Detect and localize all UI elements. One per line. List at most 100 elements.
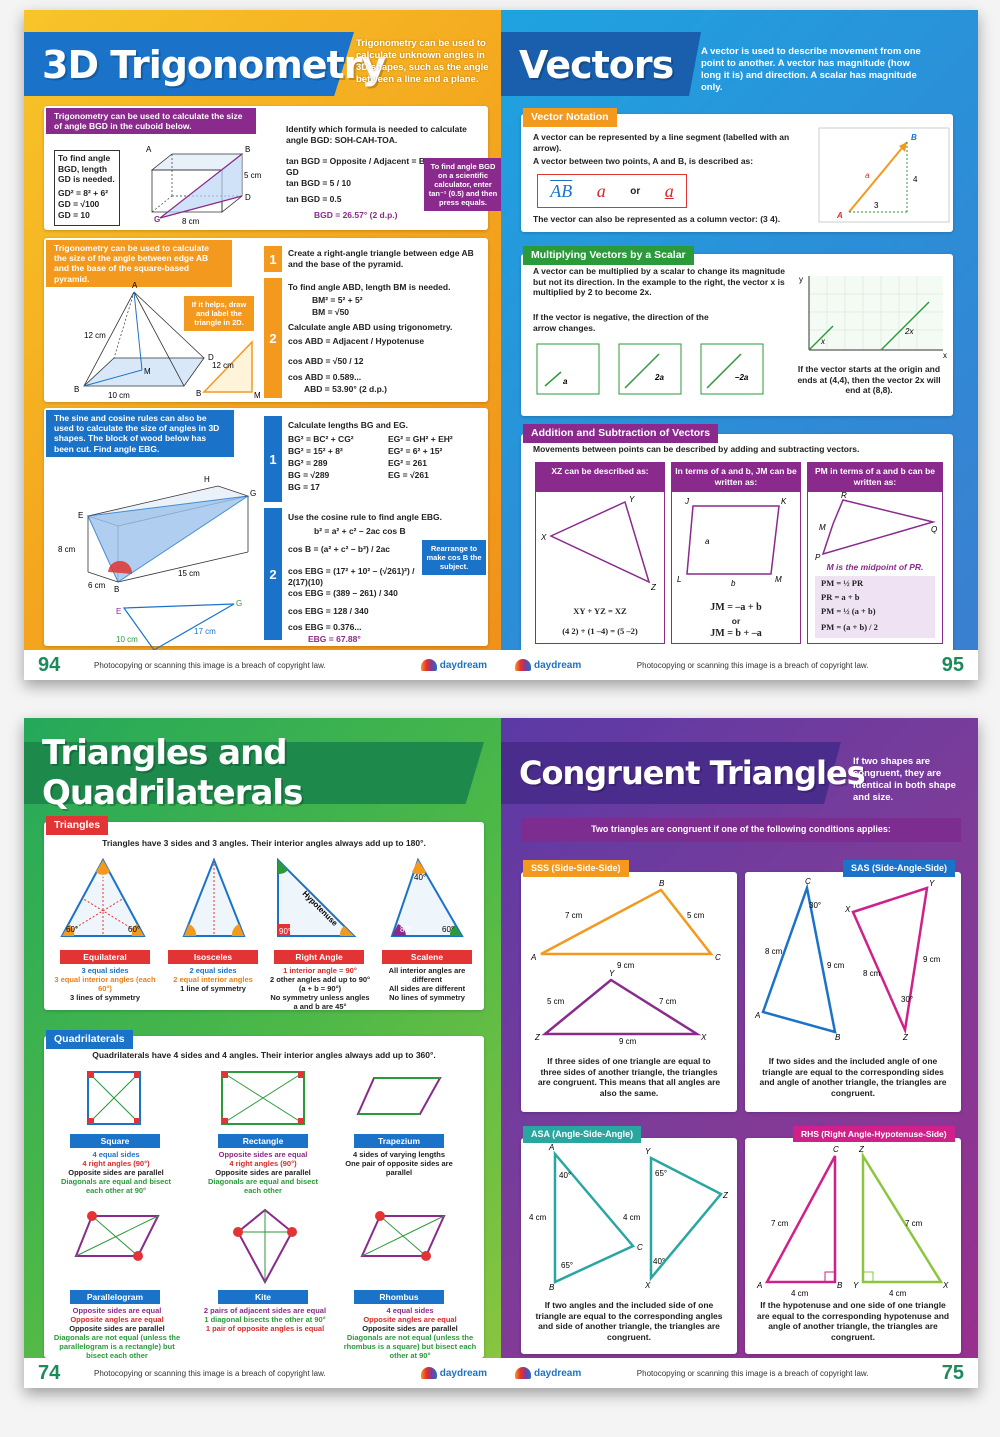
block-label-6cm: 6 cm	[88, 581, 106, 590]
page-number: 74	[38, 1361, 61, 1384]
quad-prop: 4 right angles (90°)	[229, 1159, 297, 1168]
pyramid-step-2f: cos ABD = √50 / 12	[288, 356, 364, 366]
sss-A: A	[530, 953, 536, 962]
scalar-neg2a-label: –2a	[735, 373, 749, 382]
trapezium-diagram	[356, 1077, 442, 1115]
vec-label-a: a	[865, 171, 870, 180]
grid-lines	[809, 276, 943, 350]
multiply-text-1: A vector can be multiplied by a scalar t…	[533, 266, 785, 298]
pyramid-label-D: D	[208, 353, 214, 362]
addsub-intro: Movements between points can be describe…	[533, 444, 860, 454]
pyramid-label-10cm: 10 cm	[108, 391, 130, 400]
notation-box: AB a or a	[537, 174, 687, 208]
rhombus-diagram	[360, 1211, 446, 1261]
footer: 74 Photocopying or scanning this image i…	[24, 1358, 501, 1388]
col3-eq-2: PR = a + b	[821, 592, 860, 602]
sss-Z: Z	[534, 1033, 541, 1042]
col1-label-Y: Y	[629, 495, 635, 504]
quad-name-5: Rhombus	[354, 1290, 444, 1304]
sas-X: X	[844, 905, 851, 914]
sss-5cm-b: 5 cm	[547, 997, 565, 1006]
page-description: Trigonometry can be used to calculate un…	[356, 38, 489, 85]
logo-icon	[515, 1367, 531, 1379]
title-banner	[24, 742, 484, 804]
quad-prop: 2 pairs of adjacent sides are equal	[203, 1306, 327, 1315]
quad-prop: 1 diagonal bisects the other at 90°	[204, 1315, 326, 1324]
col3-label-M: M	[819, 523, 826, 532]
pyramid-step-1: Create a right-angle triangle between ed…	[288, 248, 474, 269]
sas-8cm-a: 8 cm	[765, 947, 783, 956]
quad-name-3: Parallelogram	[70, 1290, 160, 1304]
sas-8cm-b: 8 cm	[863, 969, 881, 978]
quad-prop: Opposite sides are parallel	[69, 1324, 165, 1333]
tri-prop: 2 equal interior angles	[173, 975, 253, 984]
asa-40-b: 40°	[653, 1257, 665, 1266]
step-1-badge: 1	[264, 246, 282, 272]
quad-prop: Diagonals are not equal (unless the para…	[53, 1333, 181, 1360]
col3-mid: M is the midpoint of PR.	[826, 562, 924, 572]
col2-label-J: J	[684, 497, 690, 506]
logo-text: daydream	[439, 1367, 487, 1379]
col3-head: PM in terms of a and b can be written as…	[815, 466, 935, 487]
right-deg90: 90°	[279, 927, 291, 936]
col3-head-bg	[807, 462, 943, 492]
gd-eq-3: GD = 10	[58, 210, 90, 220]
rhs-4cm-b: 4 cm	[889, 1289, 907, 1298]
ebg-label-17cm: 17 cm	[194, 627, 216, 636]
sas-30-a: 30°	[809, 901, 821, 910]
quad-prop: Diagonals are not equal (unless the rhom…	[343, 1333, 477, 1360]
asa-A: A	[548, 1143, 554, 1152]
tri2d-label-M: M	[254, 391, 261, 400]
tri-prop: No symmetry unless angles a and b are 45…	[270, 993, 370, 1011]
vec-label-A: A	[836, 211, 843, 220]
scalar-example-a: a	[536, 343, 600, 395]
col1-eq-1: XY + YZ = XZ	[573, 606, 627, 616]
scalar-example-neg2a: –2a	[700, 343, 764, 395]
block-label-G: G	[250, 489, 256, 498]
tri-name-1: Isosceles	[168, 950, 258, 964]
cuboid-label-G: G	[154, 215, 160, 224]
quad-prop: Diagonals are equal and bisect each othe…	[60, 1177, 172, 1195]
scalene-deg40: 40°	[414, 873, 426, 882]
col3-quad: R Q M P	[815, 491, 937, 562]
col3-eq-1: PM = ½ PR	[821, 578, 864, 588]
asa-4cm-b: 4 cm	[623, 1213, 641, 1222]
gd-box-text: To find angle BGD, length GD is needed.	[58, 153, 115, 185]
cosine-header: The sine and cosine rules can also be us…	[46, 410, 234, 457]
vec-label-4: 4	[913, 175, 918, 184]
gd-box	[54, 150, 120, 226]
quad-name-1: Rectangle	[218, 1134, 308, 1148]
cos-eq-2: cos B = (a² + c² – b²) / 2ac	[288, 544, 391, 554]
step-2-badge: 2	[264, 278, 282, 398]
tri-prop: All interior angles are different	[388, 966, 466, 984]
sss-text: If three sides of one triangle are equal…	[537, 1056, 721, 1098]
tri-prop: 2 other angles add up to 90° (a + b = 90…	[269, 975, 371, 993]
eg-eq-1: EG² = GH² + EH²	[388, 434, 453, 444]
block-label-H: H	[204, 475, 210, 484]
quad-name-2: Trapezium	[354, 1134, 444, 1148]
bottom-spread: Triangles and Quadrilaterals Triangles T…	[24, 718, 978, 1388]
rhs-4cm-a: 4 cm	[791, 1289, 809, 1298]
footer: 94 Photocopying or scanning this image i…	[24, 650, 501, 680]
sss-9cm-a: 9 cm	[617, 961, 635, 970]
quad-prop: Opposite sides are parallel	[362, 1324, 458, 1333]
quad-prop: Opposite sides are equal	[218, 1150, 308, 1159]
notation-a: a	[596, 180, 606, 201]
rhs-C: C	[833, 1145, 839, 1154]
col2-eq-1: JM = –a + b	[710, 602, 762, 613]
grid-x-label: x	[943, 351, 947, 360]
col2-quad: J K L M a b	[677, 497, 787, 588]
sas-C: C	[805, 877, 811, 886]
page-95: Vectors A vector is used to describe mov…	[501, 10, 978, 680]
multiply-origin-text: If the vector starts at the origin and e…	[797, 364, 941, 396]
col3-eq-4: PM = (a + b) / 2	[821, 622, 878, 632]
quad-name-0: Square	[70, 1134, 160, 1148]
col1-label-X: X	[540, 533, 547, 542]
col3-label-R: R	[841, 491, 847, 500]
bg-eq-2: BG² = 15² + 8²	[288, 446, 343, 456]
eg-eq-4: EG = √261	[388, 470, 429, 480]
quad-props-4: 2 pairs of adjacent sides are equal 1 di…	[192, 1306, 338, 1333]
right-angle-diagram: Hypotenuse 90°	[277, 857, 357, 937]
gd-eq-1: GD² = 8² + 6²	[58, 188, 109, 198]
scalar-a-label: a	[563, 377, 568, 386]
